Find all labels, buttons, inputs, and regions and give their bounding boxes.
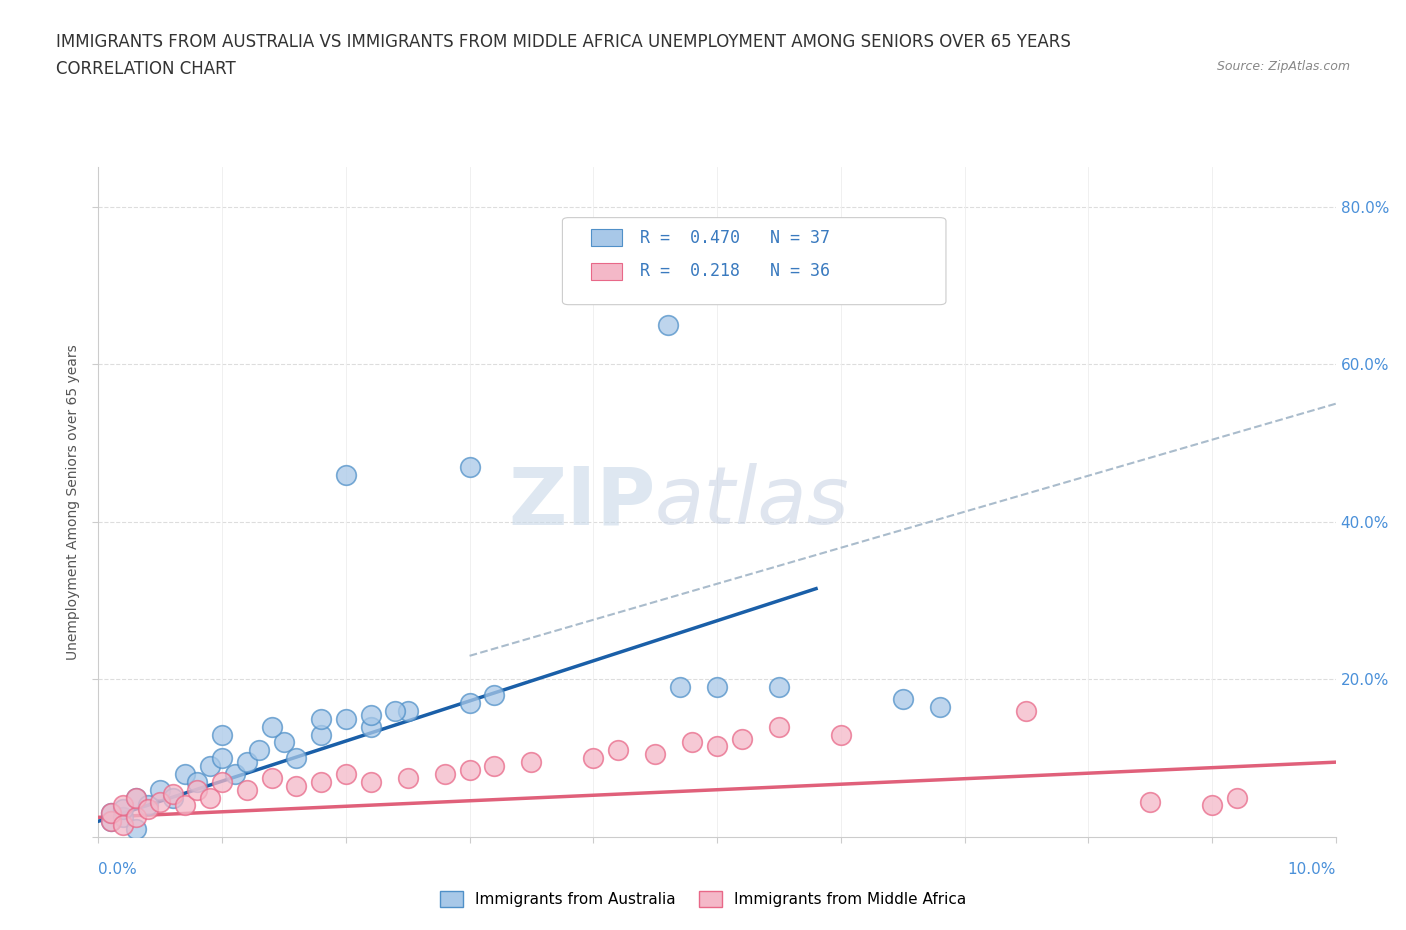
Point <box>335 467 357 482</box>
Point <box>1226 790 1249 805</box>
Text: R =  0.470   N = 37: R = 0.470 N = 37 <box>640 229 831 246</box>
Point <box>124 810 146 825</box>
Point <box>830 727 852 742</box>
Point <box>224 766 246 781</box>
Point <box>669 680 692 695</box>
Point <box>211 751 233 765</box>
Point <box>112 810 135 825</box>
Point <box>768 680 790 695</box>
Point <box>1015 703 1038 718</box>
Point <box>174 798 197 813</box>
Point <box>236 755 259 770</box>
Point <box>458 696 481 711</box>
Point <box>607 743 630 758</box>
Point <box>706 680 728 695</box>
Point <box>100 806 122 821</box>
Point <box>162 790 184 805</box>
Legend: Immigrants from Australia, Immigrants from Middle Africa: Immigrants from Australia, Immigrants fr… <box>434 884 972 913</box>
Point <box>285 751 308 765</box>
Text: Source: ZipAtlas.com: Source: ZipAtlas.com <box>1216 60 1350 73</box>
Point <box>681 735 703 750</box>
Point <box>458 763 481 777</box>
Point <box>273 735 295 750</box>
Point <box>582 751 605 765</box>
Bar <box>591 230 621 246</box>
Point <box>100 814 122 829</box>
Y-axis label: Unemployment Among Seniors over 65 years: Unemployment Among Seniors over 65 years <box>66 344 80 660</box>
Point <box>149 794 172 809</box>
Point <box>124 790 146 805</box>
Point <box>186 775 208 790</box>
Point <box>174 766 197 781</box>
Point <box>149 782 172 797</box>
Point <box>731 731 754 746</box>
FancyBboxPatch shape <box>562 218 946 305</box>
Point <box>335 766 357 781</box>
Point <box>211 727 233 742</box>
Point <box>100 814 122 829</box>
Text: CORRELATION CHART: CORRELATION CHART <box>56 60 236 78</box>
Text: atlas: atlas <box>655 463 851 541</box>
Point <box>100 806 122 821</box>
Point <box>236 782 259 797</box>
Text: IMMIGRANTS FROM AUSTRALIA VS IMMIGRANTS FROM MIDDLE AFRICA UNEMPLOYMENT AMONG SE: IMMIGRANTS FROM AUSTRALIA VS IMMIGRANTS … <box>56 33 1071 50</box>
Point <box>260 719 283 734</box>
Point <box>124 790 146 805</box>
Point <box>309 727 332 742</box>
Point <box>162 786 184 801</box>
Point <box>520 755 543 770</box>
Text: ZIP: ZIP <box>508 463 655 541</box>
Point <box>706 739 728 754</box>
Text: 0.0%: 0.0% <box>98 862 138 877</box>
Point <box>309 711 332 726</box>
Point <box>309 775 332 790</box>
Point <box>1139 794 1161 809</box>
Point <box>768 719 790 734</box>
Point <box>928 699 950 714</box>
Point <box>1201 798 1223 813</box>
Bar <box>591 263 621 280</box>
Text: 10.0%: 10.0% <box>1288 862 1336 877</box>
Point <box>484 759 506 774</box>
Point <box>247 743 270 758</box>
Point <box>396 703 419 718</box>
Point <box>112 802 135 817</box>
Point <box>384 703 406 718</box>
Point <box>657 317 679 332</box>
Point <box>112 798 135 813</box>
Point <box>396 770 419 785</box>
Point <box>360 775 382 790</box>
Point <box>198 790 221 805</box>
Point <box>186 782 208 797</box>
Point <box>260 770 283 785</box>
Point <box>891 692 914 707</box>
Point <box>198 759 221 774</box>
Point <box>360 708 382 723</box>
Point <box>458 459 481 474</box>
Point <box>644 747 666 762</box>
Point <box>136 802 159 817</box>
Text: R =  0.218   N = 36: R = 0.218 N = 36 <box>640 262 831 280</box>
Point <box>124 822 146 837</box>
Point <box>484 688 506 703</box>
Point <box>433 766 456 781</box>
Point <box>335 711 357 726</box>
Point <box>285 778 308 793</box>
Point <box>211 775 233 790</box>
Point <box>136 798 159 813</box>
Point <box>112 817 135 832</box>
Point <box>360 719 382 734</box>
